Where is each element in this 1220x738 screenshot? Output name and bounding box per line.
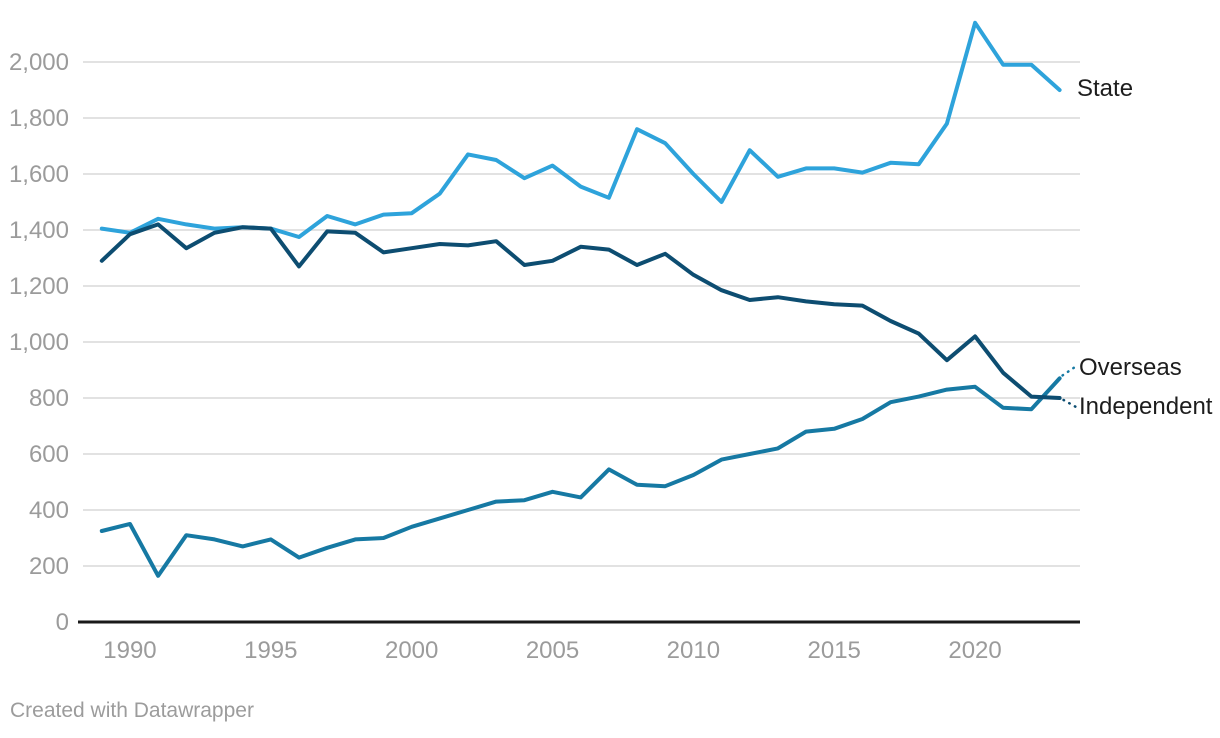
y-tick-label: 200 <box>29 553 69 580</box>
x-tick-label: 2020 <box>948 637 1001 664</box>
y-tick-label: 600 <box>29 441 69 468</box>
x-tick-label: 1990 <box>103 637 156 664</box>
series-line-overseas <box>99 376 1062 578</box>
x-tick-label: 2015 <box>808 637 861 664</box>
x-tick-label: 2000 <box>385 637 438 664</box>
independent-label-leader-line <box>1062 398 1078 409</box>
series-line-independent <box>99 222 1062 400</box>
x-tick-label: 1995 <box>244 637 297 664</box>
series-line-state <box>99 20 1062 239</box>
x-axis-tick-labels: 1990 1995 2000 2005 2010 2015 2020 <box>103 637 1001 664</box>
y-tick-label: 1,200 <box>9 273 69 300</box>
y-tick-label: 2,000 <box>9 49 69 76</box>
y-tick-label: 1,800 <box>9 105 69 132</box>
y-tick-label: 1,400 <box>9 217 69 244</box>
y-gridlines <box>83 61 1080 567</box>
y-tick-label: 1,000 <box>9 329 69 356</box>
attribution-text: Created with Datawrapper <box>10 699 254 722</box>
x-tick-label: 2010 <box>667 637 720 664</box>
y-tick-label: 400 <box>29 497 69 524</box>
series-label-state: State <box>1077 75 1134 102</box>
x-tick-label: 2005 <box>526 637 579 664</box>
overseas-label-leader-line <box>1061 365 1077 377</box>
y-tick-label: 800 <box>29 385 69 412</box>
series-label-independent: Independent <box>1079 393 1213 420</box>
series-label-overseas: Overseas <box>1079 354 1182 381</box>
y-tick-label: 1,600 <box>9 161 69 188</box>
y-axis-tick-labels: 0 200 400 600 800 1,000 1,200 1,400 1,600 1,800 2,… <box>9 49 69 636</box>
y-tick-label: 0 <box>56 609 69 636</box>
